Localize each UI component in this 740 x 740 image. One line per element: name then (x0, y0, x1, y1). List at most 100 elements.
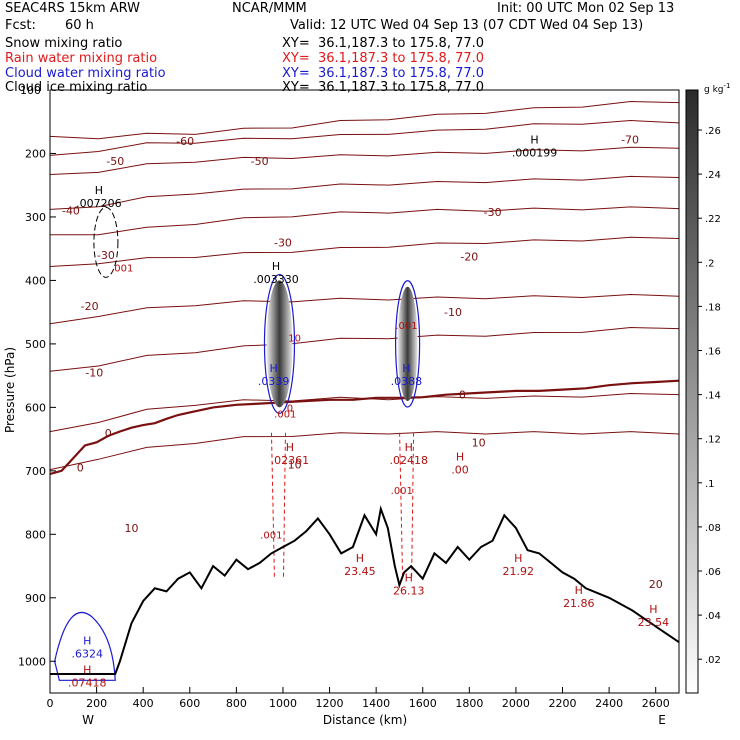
cloud-water-contour (263, 273, 296, 414)
x-tick-label: 1200 (316, 697, 344, 710)
x-tick-label: 2000 (502, 697, 530, 710)
high-marker: H (83, 635, 91, 648)
zero-isotherm (49, 379, 680, 476)
isotherm-line (49, 175, 680, 210)
x-tick-label: 800 (226, 697, 247, 710)
isotherm-label: -20 (460, 250, 478, 263)
contour-value-label: .001 (111, 264, 133, 275)
y-axis-title: Pressure (hPa) (3, 347, 17, 433)
contour-value-label: .001 (395, 321, 417, 332)
isotherm-line (49, 431, 680, 471)
isotherm-line (49, 119, 680, 156)
isotherm-label: 20 (649, 578, 663, 591)
isotherm-label: 10 (288, 458, 302, 471)
colorbar-tick-label: .18 (705, 302, 721, 313)
colorbar-tick-label: .04 (705, 611, 721, 622)
legend-snow-name: Snow mixing ratio (5, 36, 123, 51)
high-value: .00 (451, 464, 469, 477)
contour-value-label: 10 (288, 334, 301, 345)
isotherm-label: -70 (621, 134, 639, 147)
isotherm-line (49, 100, 680, 140)
x-tick-label: 2400 (595, 697, 623, 710)
x-tick-label: 600 (179, 697, 200, 710)
isotherm-label: -30 (274, 236, 292, 249)
init-time: Init: 00 UTC Mon 02 Sep 13 (497, 1, 675, 16)
high-marker: H (402, 362, 410, 375)
isotherm-label: -10 (85, 366, 103, 379)
cloud-water-contour (394, 280, 421, 408)
high-marker: H (83, 663, 91, 676)
colorbar-tick-label: .14 (705, 391, 721, 402)
x-tick-label: 1800 (455, 697, 483, 710)
contour-value-label: .001 (274, 410, 296, 421)
x-tick-label: 0 (47, 697, 54, 710)
x-tick-label: 200 (86, 697, 107, 710)
isotherm-line (49, 146, 680, 175)
high-marker: H (405, 441, 413, 454)
west-label: W (82, 713, 94, 727)
y-tick-label: 700 (25, 465, 46, 478)
cloud-shading (266, 280, 293, 408)
isotherm-label: -50 (251, 155, 269, 168)
high-value: .02361 (271, 454, 310, 467)
high-marker: H (95, 184, 103, 197)
x-tick-label: 1400 (362, 697, 390, 710)
x-tick-label: 400 (133, 697, 154, 710)
colorbar-unit: g kg-1 (704, 82, 730, 95)
high-value: .07418 (68, 676, 107, 689)
high-marker: H (270, 362, 278, 375)
colorbar-tick-label: .02 (705, 655, 721, 666)
model-title: SEAC4RS 15km ARW (5, 1, 141, 16)
contour-value-label: .001 (260, 530, 282, 541)
rain-water-contour (399, 432, 415, 579)
colorbar-tick-label: .26 (705, 126, 721, 137)
isotherm-label: -50 (106, 155, 124, 168)
high-value: 26.13 (393, 584, 425, 597)
high-value: .6324 (72, 648, 104, 661)
colorbar-tick-label: .12 (705, 435, 721, 446)
high-value: .0388 (391, 375, 423, 388)
legend-snow-xy: XY= 36.1,187.3 to 175.8, 77.0 (282, 36, 485, 51)
y-top-label: 100 (20, 84, 41, 97)
high-value: .02418 (390, 454, 429, 467)
high-value: 23.45 (344, 565, 376, 578)
colorbar-tick-label: .06 (705, 567, 721, 578)
cloud-shading (397, 286, 418, 402)
fcst-label: Fcst: (5, 18, 36, 33)
fcst-value: 60 h (65, 18, 94, 33)
high-marker: H (272, 260, 280, 273)
colorbar (685, 89, 699, 694)
high-marker: H (286, 441, 294, 454)
y-tick-label: 400 (25, 274, 46, 287)
legend-cloud-water-name: Cloud water mixing ratio (5, 66, 166, 81)
org-title: NCAR/MMM (232, 1, 307, 16)
colorbar-tick-label: .2 (705, 258, 715, 269)
high-value: .0339 (258, 375, 290, 388)
isotherm-label: 10 (472, 436, 486, 449)
y-tick-label: 800 (25, 528, 46, 541)
isotherm-label: -30 (97, 249, 115, 262)
high-marker: H (356, 552, 364, 565)
terrain-line (50, 505, 680, 675)
rain-water-contour (270, 432, 286, 579)
x-tick-label: 1600 (409, 697, 437, 710)
isotherm-line (49, 236, 680, 267)
isotherm-label: 0 (105, 427, 112, 440)
isotherm-label: -10 (444, 306, 462, 319)
contour-value-label: .001 (391, 486, 413, 497)
east-label: E (658, 713, 666, 727)
isotherm-label: -30 (484, 206, 502, 219)
high-value: .003330 (253, 273, 299, 286)
high-value: 21.92 (503, 565, 535, 578)
snow-contour (93, 206, 119, 278)
isotherm-line (49, 326, 680, 372)
cloud-water-contour (54, 611, 116, 681)
high-marker: H (530, 133, 538, 146)
isotherm-line (49, 293, 680, 325)
y-tick-label: 500 (25, 338, 46, 351)
y-tick-label: 600 (25, 401, 46, 414)
x-axis-title: Distance (km) (323, 713, 407, 727)
valid-time: Valid: 12 UTC Wed 04 Sep 13 (07 CDT Wed … (290, 18, 644, 33)
high-value: .000199 (512, 146, 558, 159)
legend-cloud-ice-name: Cloud ice mixing ratio (5, 80, 148, 95)
